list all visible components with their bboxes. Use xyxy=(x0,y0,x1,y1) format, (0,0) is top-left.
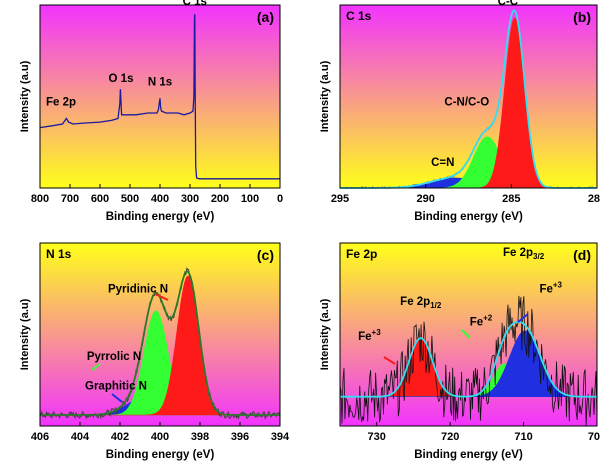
x-tick-label: 406 xyxy=(31,431,49,443)
arrow-line xyxy=(383,356,396,365)
peak-annotation-text: Fe 2p xyxy=(503,247,533,259)
peak-annotation-superscript: +3 xyxy=(553,280,563,289)
panel-d: 730 720 710 700 Binding energy (eV) Intensity… xyxy=(319,242,600,461)
peak-annotation-text: C 1s xyxy=(183,0,207,8)
peak-annotation-text: Pyrrolic N xyxy=(87,351,141,363)
x-tick-label: 100 xyxy=(241,193,259,205)
y-axis-label: Intensity (a.u) xyxy=(19,60,31,132)
x-tick-label: 600 xyxy=(91,193,109,205)
panel-b: 295 290 285 280 Binding energy (eV) Intensity… xyxy=(319,0,600,223)
panel-label: (d) xyxy=(573,247,591,263)
peak-annotation: C-C xyxy=(498,0,518,8)
panel-a: 800 700 600 500 400 300 200 100 0 Binding energy … xyxy=(19,0,283,223)
x-tick-label: 0 xyxy=(277,193,283,205)
x-tick-label: 295 xyxy=(331,193,349,205)
x-tick-label: 800 xyxy=(31,193,49,205)
x-axis-label: Binding energy (eV) xyxy=(414,211,523,223)
plot-frame xyxy=(339,4,598,189)
peak-annotation-text: O 1s xyxy=(109,73,134,85)
panel-c: 406 404 402 400 398 396 394 Binding energy (eV)… xyxy=(19,242,290,461)
panel-label: (c) xyxy=(257,247,274,263)
peak-annotation: Fe 2p xyxy=(46,97,76,109)
peak-annotation-subscript: 1/2 xyxy=(430,301,442,310)
x-tick-label: 700 xyxy=(588,431,600,443)
x-axis-label: Binding energy (eV) xyxy=(106,449,215,461)
arrow-line xyxy=(517,313,529,323)
peak-annotation: Pyridinic N xyxy=(108,283,168,295)
x-tick-label: 500 xyxy=(121,193,139,205)
x-tick-label: 720 xyxy=(441,431,459,443)
peak-annotation-text: Graphitic N xyxy=(85,380,147,392)
peak-annotation: O 1s xyxy=(109,73,134,85)
peak-annotation-text: C-C xyxy=(498,0,518,8)
panel-title: C 1s xyxy=(346,9,372,23)
x-tick-label: 396 xyxy=(231,431,249,443)
x-tick-label: 404 xyxy=(71,431,90,443)
panel-title: N 1s xyxy=(46,247,72,261)
x-tick-label: 398 xyxy=(191,431,209,443)
plot-frame xyxy=(339,242,598,427)
peak-annotation-text: N 1s xyxy=(148,77,172,89)
x-tick-label: 285 xyxy=(502,193,520,205)
peak-annotation-subscript: 3/2 xyxy=(533,252,545,261)
x-tick-label: 400 xyxy=(151,431,169,443)
panel-label: (a) xyxy=(257,9,274,25)
peak-annotation: C-N/C-O xyxy=(444,97,489,109)
peak-annotation-text: Fe xyxy=(539,283,552,295)
peak-annotation: Fe+3 xyxy=(539,280,562,295)
peak-annotation: Fe+3 xyxy=(358,328,381,343)
peak-annotation: C=N xyxy=(431,157,454,169)
annotation-arrows xyxy=(91,293,529,403)
series-line-survey xyxy=(39,14,280,180)
peak-annotation: Fe+2 xyxy=(470,313,493,328)
arrow-line xyxy=(91,363,101,371)
arrow-line xyxy=(154,293,169,301)
x-tick-label: 200 xyxy=(211,193,229,205)
x-tick-label: 394 xyxy=(271,431,290,443)
peak-annotation-text: Fe 2p xyxy=(400,296,430,308)
plot-background xyxy=(340,5,597,188)
peak-annotation: Pyrrolic N xyxy=(87,351,141,363)
y-axis-label: Intensity (a.u) xyxy=(319,298,331,370)
peak-annotation: Fe 2p1/2 xyxy=(400,296,442,310)
peak-annotation: Fe 2p3/2 xyxy=(503,247,545,261)
peak-annotation-superscript: +2 xyxy=(483,313,493,322)
peak-annotation-text: Fe xyxy=(470,316,483,328)
peak-annotation: C 1s xyxy=(183,0,207,8)
x-tick-label: 700 xyxy=(61,193,79,205)
x-tick-label: 710 xyxy=(514,431,532,443)
panel-label: (b) xyxy=(573,9,591,25)
x-tick-label: 300 xyxy=(181,193,199,205)
x-axis-label: Binding energy (eV) xyxy=(414,449,523,461)
plot-background xyxy=(40,5,280,188)
peak-annotation-text: C=N xyxy=(431,157,454,169)
peak-annotation-text: Fe xyxy=(358,331,371,343)
x-tick-label: 730 xyxy=(368,431,386,443)
x-tick-label: 280 xyxy=(588,193,600,205)
x-axis-label: Binding energy (eV) xyxy=(106,211,215,223)
peak-annotation-superscript: +3 xyxy=(372,328,382,337)
peak-annotation: Graphitic N xyxy=(85,380,147,392)
y-axis-label: Intensity (a.u) xyxy=(19,298,31,370)
raw-data-line xyxy=(39,267,281,421)
y-axis-label: Intensity (a.u) xyxy=(319,60,331,132)
peak-annotation: N 1s xyxy=(148,77,172,89)
arrow-line xyxy=(461,329,471,339)
x-tick-label: 402 xyxy=(111,431,129,443)
peak-annotation-text: Fe 2p xyxy=(46,97,76,109)
x-tick-label: 400 xyxy=(151,193,169,205)
peak-annotation-text: Pyridinic N xyxy=(108,283,168,295)
panel-title: Fe 2p xyxy=(346,247,377,261)
x-tick-label: 290 xyxy=(416,193,434,205)
peak-annotation-text: C-N/C-O xyxy=(444,97,489,109)
fit-envelope-line xyxy=(340,321,597,398)
arrow-line xyxy=(111,393,123,403)
